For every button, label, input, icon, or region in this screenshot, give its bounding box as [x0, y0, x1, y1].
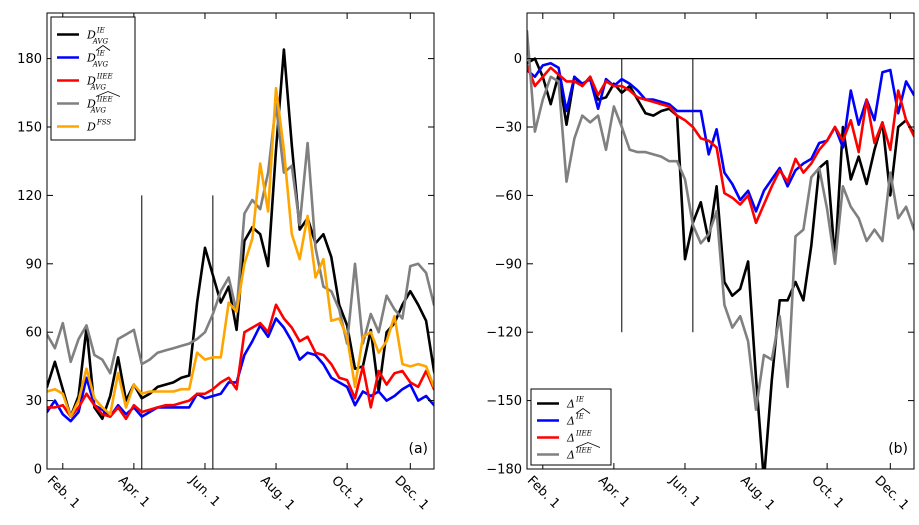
legend-label: DIE AVG [86, 27, 108, 46]
legend-label: ΔIE [566, 413, 584, 428]
legend-superscript: IIEE [575, 447, 592, 455]
legend-subscript: AVG [90, 107, 107, 115]
y-tick-label: −120 [486, 326, 522, 341]
y-tick-label: −180 [486, 463, 522, 478]
legend-hat-mark [575, 408, 591, 414]
legend-superscript: IE [96, 27, 105, 35]
series-line-2 [527, 64, 914, 225]
y-tick-label: −90 [495, 257, 522, 272]
series-group [47, 48, 434, 423]
legend-symbol: D [86, 52, 96, 65]
legend-superscript: IIEE [96, 96, 113, 104]
legend-subscript: AVG [90, 84, 107, 92]
legend-symbol: D [86, 121, 96, 134]
legend-box [50, 16, 136, 141]
legend-superscript: IE [575, 413, 584, 421]
axes-frame [46, 12, 435, 470]
series-line-3 [527, 29, 914, 412]
legend-superscript: IIEE [575, 430, 592, 438]
series-line-0 [47, 48, 434, 421]
legend-superscript: FSS [96, 119, 112, 127]
legend-subscript: AVG [92, 38, 109, 46]
y-tick-label: 60 [25, 326, 42, 341]
y-tick-label: 120 [17, 189, 42, 204]
legend-box [530, 388, 612, 466]
legend-superscript: IIEE [96, 73, 113, 81]
y-tick-label: 150 [17, 121, 42, 136]
y-tick-label: −30 [495, 121, 522, 136]
series-line-2 [47, 303, 434, 421]
y-tick-label: 0 [514, 52, 522, 67]
legend-label: ΔIIEE [566, 447, 592, 462]
series-line-3 [47, 102, 434, 375]
legend-label: DIIEE AVG [86, 73, 113, 92]
legend-symbol: Δ [566, 398, 575, 411]
legend-symbol: D [86, 98, 96, 111]
legend-symbol: D [86, 75, 96, 88]
legend-symbol: Δ [566, 449, 575, 462]
y-tick-label: −60 [495, 189, 522, 204]
legend-symbol: Δ [566, 415, 575, 428]
y-tick-label: 180 [17, 52, 42, 67]
y-tick-label: −150 [486, 394, 522, 409]
legend-label: DIE AVG [86, 50, 108, 69]
legend-symbol: D [86, 29, 96, 42]
y-tick-label: 90 [25, 257, 42, 272]
legend-label: ΔIIEE [566, 430, 592, 445]
legend-label: ΔIE [566, 396, 584, 411]
series-line-4 [47, 86, 434, 418]
y-tick-label: 30 [25, 394, 42, 409]
legend-hat-mark [95, 91, 121, 97]
y-tick-label: 0 [34, 463, 42, 478]
legend-label: DFSS [86, 119, 111, 134]
legend-superscript: IE [575, 396, 584, 404]
legend-superscript: IE [96, 50, 105, 58]
series-group [527, 29, 914, 469]
series-line-1 [527, 61, 914, 213]
legend-hat-mark [95, 45, 111, 51]
legend-hat-mark [575, 442, 601, 448]
legend-symbol: Δ [566, 432, 575, 445]
panel-label: (b) [888, 441, 908, 457]
legend-subscript: AVG [92, 61, 109, 69]
axes-frame [526, 12, 915, 470]
panel-label: (a) [408, 441, 428, 457]
legend-label: DIIEE AVG [86, 96, 113, 115]
